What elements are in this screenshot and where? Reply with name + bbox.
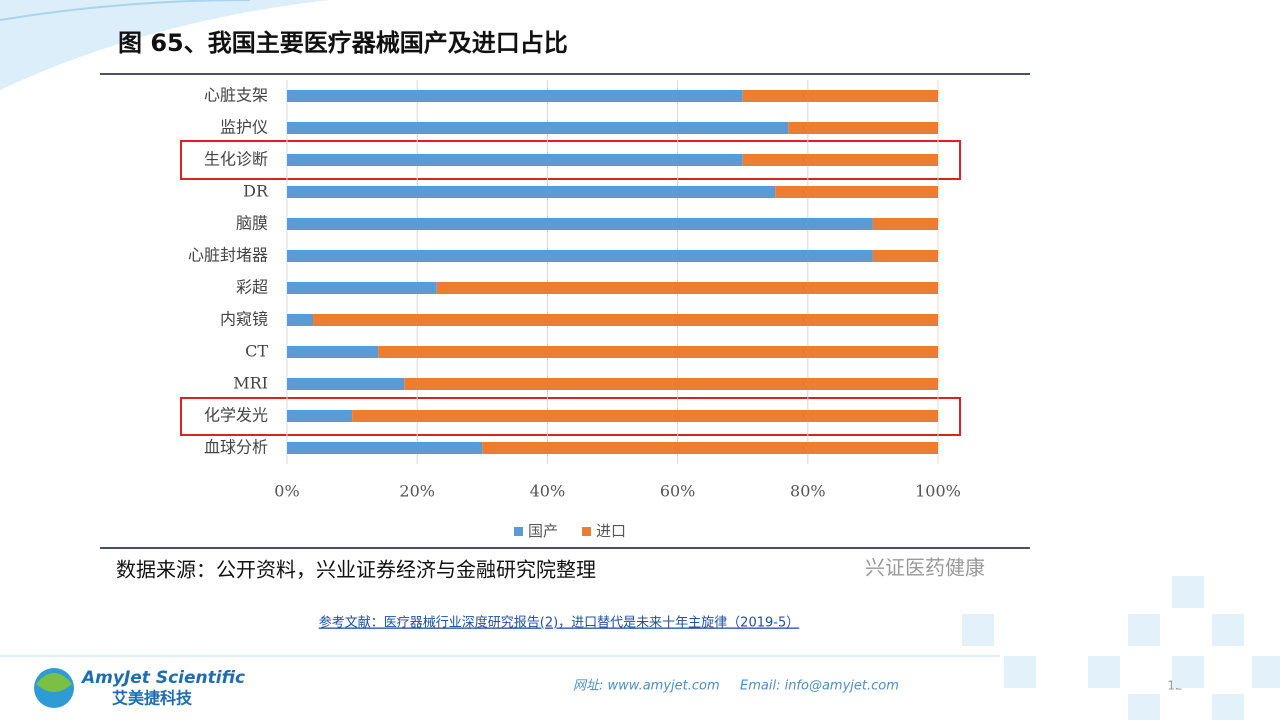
bar [775,186,938,198]
highlight-box [180,140,961,180]
legend-label: 国产 [528,522,558,540]
y-tick-label: 化学发光 [204,406,268,425]
bar [287,282,437,294]
bar [287,90,743,102]
bar [742,154,938,166]
bar [287,250,873,262]
website[interactable]: 网址: www.amyjet.com [573,679,720,694]
y-tick-label: MRI [233,374,268,393]
brand-cn: 艾美捷科技 [112,689,193,708]
chart-title: 图 65、我国主要医疗器械国产及进口占比 [118,29,568,57]
bar [287,218,873,230]
y-tick-label: 心脏封堵器 [188,246,268,265]
x-tick-label: 80% [790,482,826,501]
y-tick-label: 血球分析 [204,438,268,457]
x-tick-label: 100% [915,482,961,501]
source: 数据来源：公开资料，兴业证券经济与金融研究院整理 [116,558,596,582]
legend-swatch [582,527,591,536]
y-tick-label: 监护仪 [220,118,268,137]
bar [287,410,353,422]
email[interactable]: Email: info@amyjet.com [740,679,899,694]
y-tick-label: 内窥镜 [220,310,268,329]
bar [287,346,379,358]
bar [313,314,938,326]
decoration [0,0,330,90]
y-tick-label: 脑膜 [236,214,268,233]
decoration [0,0,251,21]
x-tick-label: 40% [530,482,566,501]
bar [287,442,483,454]
y-tick-label: DR [243,182,269,201]
x-tick-label: 0% [274,482,299,501]
y-tick-label: 心脏支架 [204,86,268,105]
bar [404,378,938,390]
bar [378,346,938,358]
bar [872,250,938,262]
bar [287,378,405,390]
x-tick-label: 60% [660,482,696,501]
bar [287,122,789,134]
logo [36,673,72,692]
bar [436,282,938,294]
bar [287,154,743,166]
y-tick-label: 彩超 [236,278,268,297]
y-tick-label: 生化诊断 [204,150,268,169]
reference[interactable]: 参考文献：医疗器械行业深度研究报告(2)，进口替代是未来十年主旋律（2019-5… [319,615,799,631]
highlight-box [180,397,961,436]
bar [788,122,938,134]
decoration [962,576,1280,724]
bar [287,314,314,326]
bar [742,90,938,102]
bar [482,442,938,454]
y-tick-label: CT [245,342,268,361]
legend-swatch [514,527,523,536]
legend-label: 进口 [596,522,626,540]
x-tick-label: 20% [399,482,435,501]
bar [872,218,938,230]
bar [352,410,939,422]
watermark: 兴证医药健康 [865,556,985,580]
brand: AmyJet Scientific [80,668,245,688]
bar [287,186,776,198]
